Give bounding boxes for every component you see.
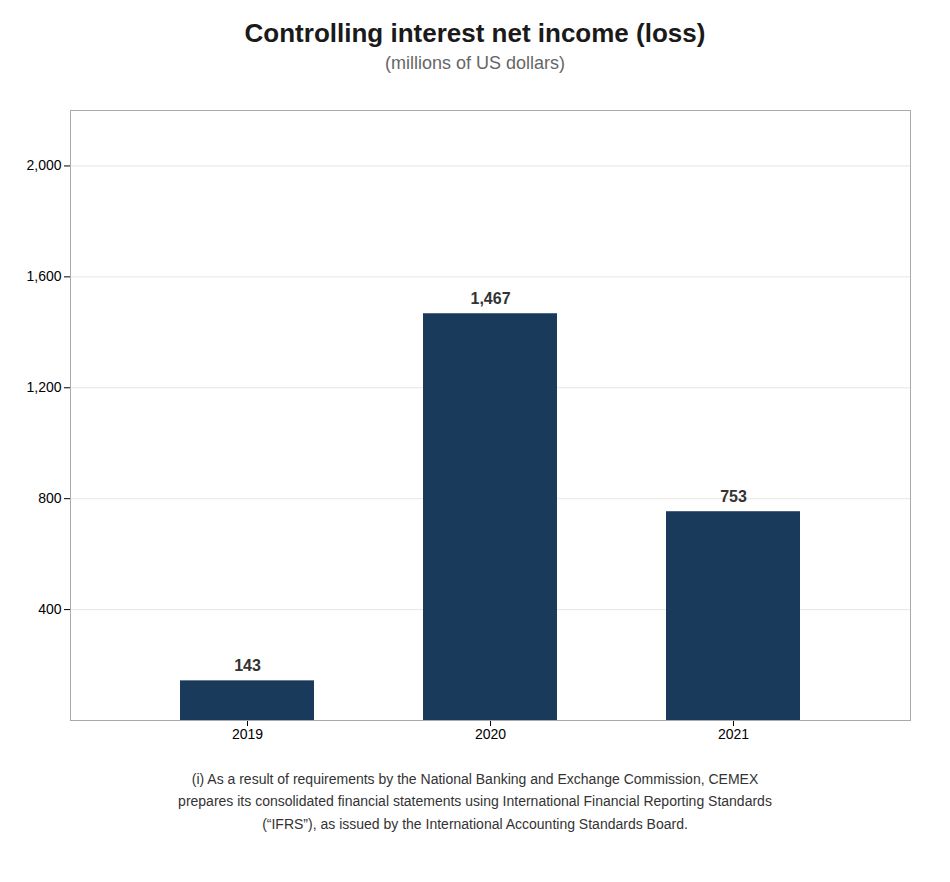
html-text:(millions of US dollars): (millions of US dollars) xyxy=(385,53,565,73)
html-text:Controlling interest net incom: Controlling interest net income (loss) xyxy=(244,18,706,48)
svg-text:2021: 2021 xyxy=(718,726,749,742)
svg-text:800: 800 xyxy=(38,490,62,506)
svg-text:753: 753 xyxy=(720,488,747,505)
svg-text:1,467: 1,467 xyxy=(470,290,510,307)
svg-text:2020: 2020 xyxy=(475,726,506,742)
svg-text:2019: 2019 xyxy=(232,726,263,742)
svg-text:1,200: 1,200 xyxy=(26,379,61,395)
svg-text:400: 400 xyxy=(38,601,62,617)
html-text:(i) As a result of requirement: (i) As a result of requirements by the N… xyxy=(178,771,772,832)
svg-text:143: 143 xyxy=(234,657,261,674)
svg-text:2,000: 2,000 xyxy=(26,157,61,173)
svg-text:1,600: 1,600 xyxy=(26,268,61,284)
